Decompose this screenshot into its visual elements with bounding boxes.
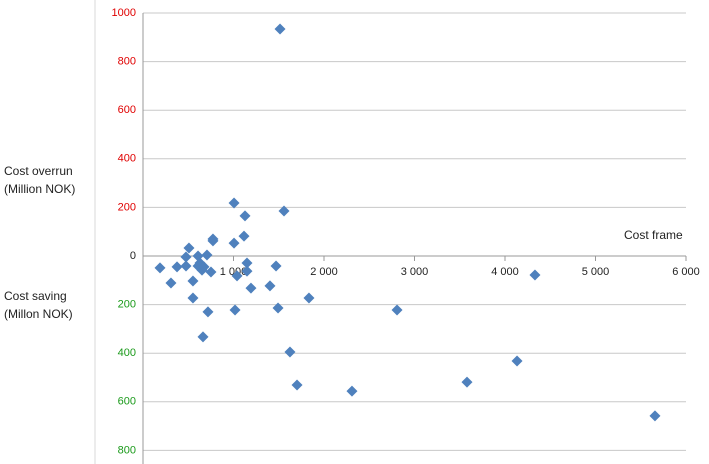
- point: [228, 197, 240, 209]
- y-tick-label: 0: [130, 250, 136, 262]
- point: [511, 355, 523, 367]
- point: [391, 304, 403, 316]
- point: [278, 205, 290, 217]
- point: [346, 385, 358, 397]
- point: [238, 230, 250, 242]
- point: [264, 280, 276, 292]
- point: [205, 266, 217, 278]
- point: [154, 262, 166, 274]
- point: [202, 306, 214, 318]
- point: [180, 260, 192, 272]
- y-tick-label: 600: [118, 104, 136, 116]
- point: [241, 265, 253, 277]
- y-label: Cost saving: [4, 289, 67, 303]
- point: [197, 331, 209, 343]
- point: [229, 304, 241, 316]
- point: [201, 249, 213, 261]
- point: [529, 269, 541, 281]
- point: [272, 302, 284, 314]
- point: [241, 257, 253, 269]
- y-label: (Millon NOK): [4, 307, 73, 321]
- point: [171, 261, 183, 273]
- x-tick-label: 2 000: [310, 266, 338, 278]
- x-tick-label: 6 000: [672, 266, 700, 278]
- point: [461, 376, 473, 388]
- point: [198, 261, 210, 273]
- point: [165, 277, 177, 289]
- point: [187, 292, 199, 304]
- y-tick-label: 400: [118, 347, 136, 359]
- y-tick-label: 600: [118, 396, 136, 408]
- x-label: Cost frame: [624, 228, 683, 242]
- point: [274, 23, 286, 35]
- y-label: (Million NOK): [4, 182, 75, 196]
- y-tick-label: 400: [118, 153, 136, 165]
- point: [231, 270, 243, 282]
- point: [245, 282, 257, 294]
- point: [180, 251, 192, 263]
- x-tick-label: 5 000: [582, 266, 610, 278]
- y-tick-label: 800: [118, 444, 136, 456]
- x-tick-label: 4 000: [491, 266, 519, 278]
- point: [183, 242, 195, 254]
- point: [207, 233, 219, 245]
- y-tick-label: 200: [118, 299, 136, 311]
- point: [270, 260, 282, 272]
- x-tick-label: 3 000: [401, 266, 429, 278]
- y-tick-label: 200: [118, 201, 136, 213]
- point: [649, 410, 661, 422]
- point: [228, 237, 240, 249]
- point: [291, 379, 303, 391]
- y-label: Cost overrun: [4, 164, 73, 178]
- y-tick-label: 800: [118, 56, 136, 68]
- point: [239, 210, 251, 222]
- point: [303, 292, 315, 304]
- point: [284, 346, 296, 358]
- y-tick-label: 1000: [112, 7, 136, 19]
- point: [187, 275, 199, 287]
